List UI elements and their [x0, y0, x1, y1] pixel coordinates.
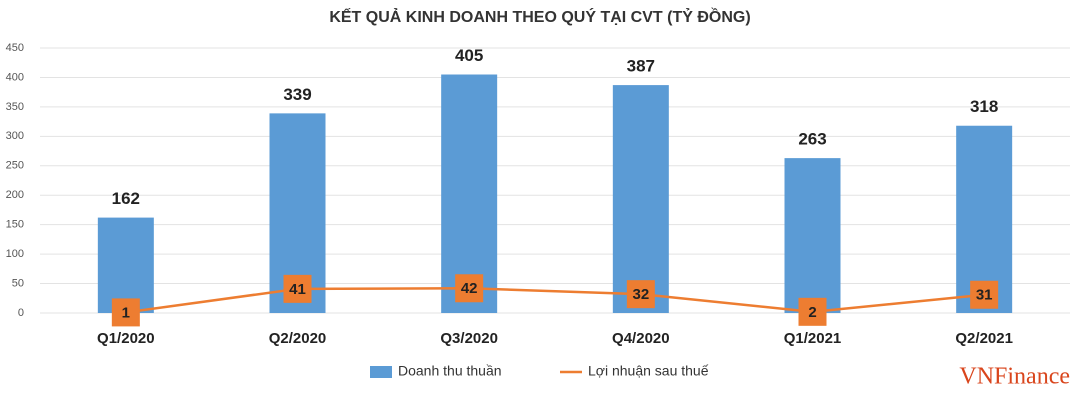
bar: [612, 85, 669, 313]
value-label: 263: [798, 130, 826, 149]
y-tick-label: 50: [12, 277, 24, 289]
line-label-box: [626, 280, 655, 309]
bar: [784, 158, 841, 313]
y-tick-label: 100: [6, 248, 24, 260]
line-label-box: [798, 297, 827, 326]
line-label-box: [111, 298, 140, 327]
y-tick-label: 0: [18, 307, 24, 319]
y-tick-label: 350: [6, 101, 24, 113]
line-value-label: 42: [461, 280, 478, 297]
line-value-label: 1: [122, 304, 130, 321]
x-tick-label: Q4/2020: [612, 330, 670, 347]
value-label: 162: [112, 189, 140, 208]
line-value-label: 32: [632, 286, 649, 303]
chart-title: KẾT QUẢ KINH DOANH THEO QUÝ TẠI CVT (TỶ …: [329, 7, 750, 26]
legend-swatch: [370, 366, 392, 378]
line-label-box: [283, 274, 312, 303]
line: [125, 287, 985, 314]
x-tick-label: Q3/2020: [440, 330, 498, 347]
line-value-label: 31: [976, 287, 993, 304]
bar: [441, 74, 498, 313]
y-tick-label: 200: [6, 189, 24, 201]
line-label-box: [970, 280, 999, 309]
y-tick-label: 450: [6, 42, 24, 54]
line-label-box: [455, 274, 484, 303]
bar: [97, 217, 154, 313]
value-label: 405: [455, 46, 483, 65]
x-tick-label: Q1/2021: [784, 330, 842, 347]
legend-label: Lợi nhuận sau thuế: [588, 363, 709, 379]
x-tick-label: Q2/2020: [269, 330, 327, 347]
y-tick-label: 250: [6, 160, 24, 172]
value-label: 387: [627, 57, 655, 76]
line-value-label: 2: [808, 304, 816, 321]
x-tick-label: Q2/2021: [955, 330, 1013, 347]
watermark: VNFinance: [959, 364, 1070, 390]
value-label: 339: [283, 85, 311, 104]
y-tick-label: 150: [6, 219, 24, 231]
y-tick-label: 300: [6, 130, 24, 142]
legend-label: Doanh thu thuần: [398, 363, 502, 379]
y-tick-label: 400: [6, 71, 24, 83]
line-value-label: 41: [289, 281, 306, 298]
value-label: 318: [970, 97, 998, 116]
x-tick-label: Q1/2020: [97, 330, 155, 347]
